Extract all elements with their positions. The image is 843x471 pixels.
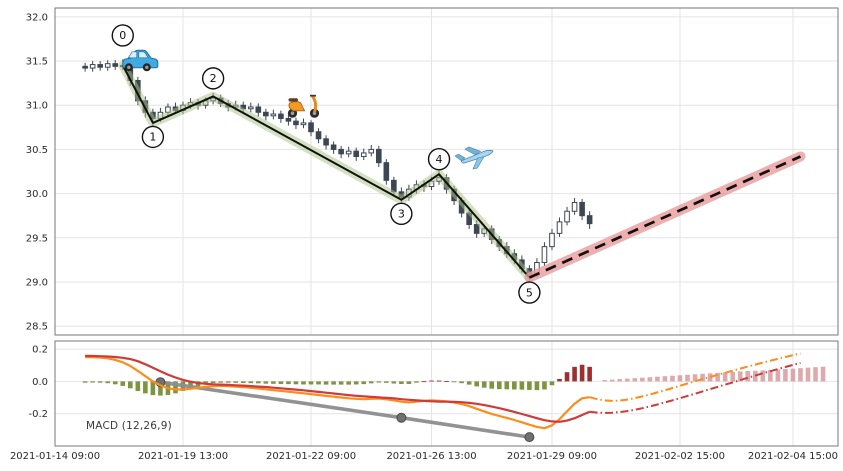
wave-marker-4 [427, 147, 451, 171]
svg-text:-0.2: -0.2 [28, 409, 48, 420]
svg-text:3: 3 [398, 208, 405, 221]
svg-text:30.5: 30.5 [26, 145, 48, 156]
svg-text:2021-02-02 15:00: 2021-02-02 15:00 [635, 451, 725, 462]
svg-text:2: 2 [210, 72, 217, 85]
macd-trend-line [155, 377, 535, 443]
svg-text:2021-01-22 09:00: 2021-01-22 09:00 [266, 451, 356, 462]
price-axis-labels: 32.0 31.5 31.0 30.5 30.0 29.5 29.0 28.5 [26, 12, 48, 332]
airplane-icon [454, 146, 494, 170]
svg-text:28.5: 28.5 [26, 322, 48, 333]
svg-text:4: 4 [436, 153, 443, 166]
svg-text:2021-01-26 13:00: 2021-01-26 13:00 [386, 451, 476, 462]
car-icon [122, 49, 159, 72]
gridlines [54, 8, 838, 446]
wave-marker-2 [201, 67, 225, 90]
svg-text:0.0: 0.0 [32, 377, 48, 388]
svg-text:1: 1 [149, 131, 156, 144]
svg-text:29.0: 29.0 [26, 277, 48, 288]
svg-text:0: 0 [119, 29, 126, 42]
svg-text:29.5: 29.5 [26, 233, 48, 244]
svg-text:2021-02-04 15:00: 2021-02-04 15:00 [748, 451, 838, 462]
candles-layer [82, 59, 593, 282]
svg-text:2021-01-19 13:00: 2021-01-19 13:00 [138, 451, 228, 462]
svg-text:2021-01-29 09:00: 2021-01-29 09:00 [507, 451, 597, 462]
forecast-projection-line [524, 151, 806, 283]
macd-projection-line [589, 352, 801, 402]
time-axis-labels: 2021-01-14 09:00 2021-01-19 13:00 2021-01-… [10, 451, 838, 462]
svg-text:31.5: 31.5 [26, 57, 48, 68]
wave-point-markers: 0 1 2 3 4 5 [111, 24, 541, 304]
signal-projection-line [589, 361, 801, 414]
panel-borders [54, 7, 839, 447]
macd-histogram-projection [602, 366, 826, 382]
svg-text:2021-01-14 09:00: 2021-01-14 09:00 [10, 451, 100, 462]
svg-text:30.0: 30.0 [26, 189, 48, 200]
macd-indicator-label: MACD (12,26,9) [86, 420, 172, 432]
wave-marker-0 [111, 24, 134, 47]
wave-marker-5 [518, 281, 541, 304]
macd-line [85, 356, 590, 430]
svg-text:32.0: 32.0 [26, 12, 48, 23]
macd-axis-labels: 0.2 0.0 -0.2 [28, 345, 48, 421]
macd-histogram [82, 364, 592, 396]
elliott-wave-line [118, 60, 534, 283]
scooter-icon [287, 94, 320, 118]
wave-marker-1 [141, 125, 165, 149]
svg-text:31.0: 31.0 [26, 101, 48, 112]
svg-text:5: 5 [526, 286, 533, 299]
wave-marker-3 [390, 202, 413, 225]
signal-line [85, 354, 591, 423]
svg-text:0.2: 0.2 [32, 345, 48, 356]
